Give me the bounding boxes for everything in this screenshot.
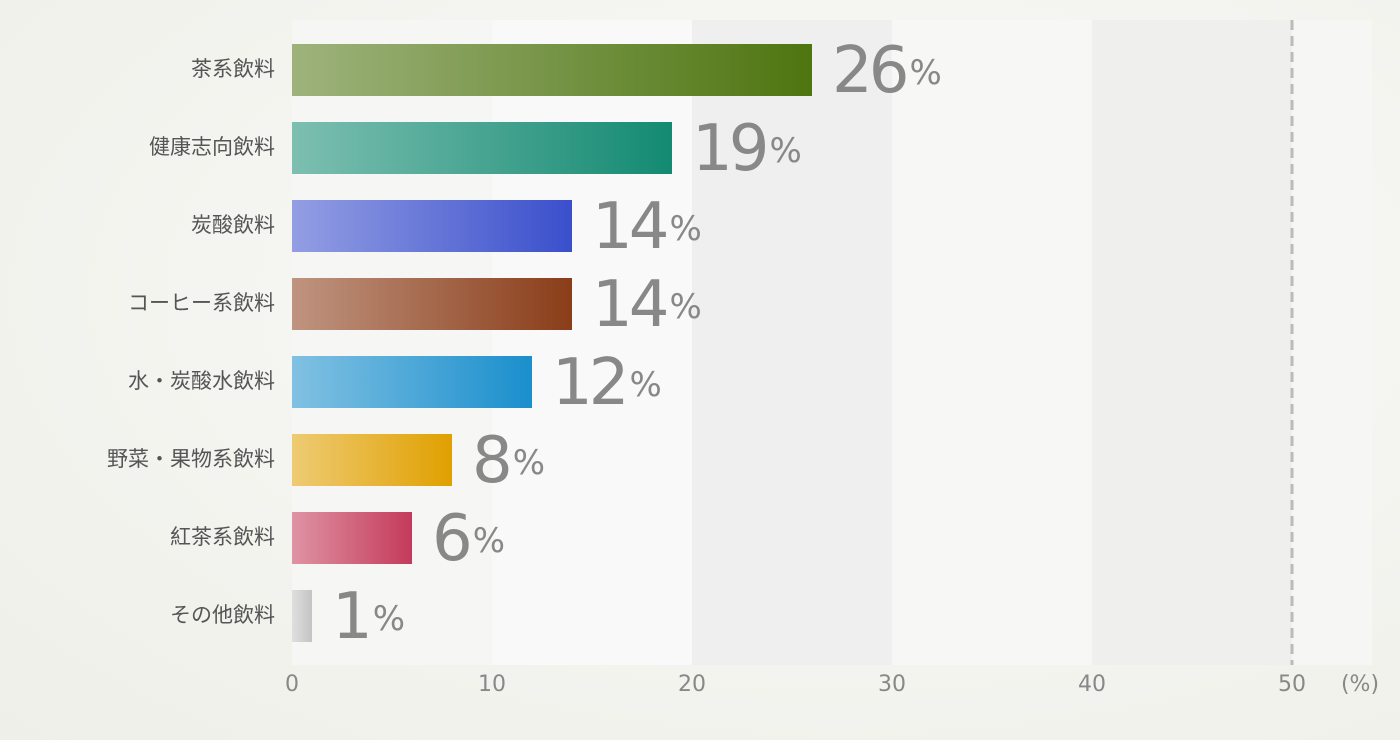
bar	[292, 122, 672, 174]
x-tick-label: 0	[285, 672, 299, 697]
y-tick-label: コーヒー系飲料	[128, 291, 275, 315]
plot-band	[892, 20, 1092, 665]
bar	[292, 278, 572, 330]
plot-band	[692, 20, 892, 665]
bar	[292, 590, 312, 642]
value-label: 14%	[592, 190, 702, 264]
plot-band	[492, 20, 692, 665]
bar	[292, 200, 572, 252]
value-label: 1%	[332, 580, 405, 654]
plot-band	[1092, 20, 1292, 665]
value-label: 14%	[592, 268, 702, 342]
y-tick-label: 健康志向飲料	[149, 135, 275, 159]
value-label: 6%	[432, 502, 505, 576]
y-tick-label: 紅茶系飲料	[170, 525, 275, 549]
x-tick-label: 30	[878, 672, 906, 697]
x-tick-label: 50	[1278, 672, 1306, 697]
bar	[292, 512, 412, 564]
bar	[292, 44, 812, 96]
x-axis-label: (%)	[1341, 672, 1379, 697]
value-label: 8%	[472, 424, 545, 498]
y-tick-label: 炭酸飲料	[191, 213, 275, 237]
value-label: 26%	[832, 34, 942, 108]
x-tick-label: 40	[1078, 672, 1106, 697]
x-tick-label: 20	[678, 672, 706, 697]
value-label: 12%	[552, 346, 662, 420]
plot-band	[1292, 20, 1372, 665]
y-tick-label: 野菜・果物系飲料	[107, 447, 275, 471]
bar	[292, 356, 532, 408]
y-tick-label: 茶系飲料	[191, 57, 275, 81]
y-tick-label: その他飲料	[170, 603, 275, 627]
x-tick-label: 10	[478, 672, 506, 697]
bar	[292, 434, 452, 486]
y-tick-label: 水・炭酸水飲料	[128, 369, 275, 393]
value-label: 19%	[692, 112, 802, 186]
